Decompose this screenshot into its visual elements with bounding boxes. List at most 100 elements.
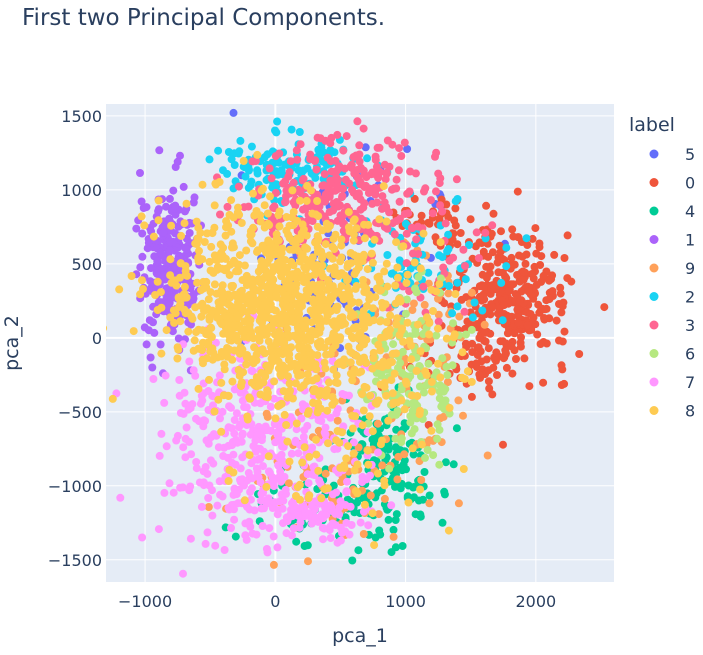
data-point [370,541,379,550]
data-point [224,330,233,339]
data-point [313,305,321,314]
data-point [528,234,537,243]
data-point [189,290,198,299]
data-point [521,259,530,268]
data-point [153,277,162,286]
data-point [277,166,286,175]
x-axis-title: pca_1 [332,625,388,647]
data-point [557,361,566,370]
data-point [229,450,238,459]
data-point [463,317,472,326]
data-point [274,350,283,358]
data-point [443,371,452,379]
data-point [279,179,288,188]
data-point [238,453,247,462]
data-point [346,369,355,378]
data-point [349,236,358,245]
data-point [220,360,229,369]
data-point [242,535,251,544]
data-point [296,188,305,197]
data-point [259,462,267,471]
data-point [215,477,224,486]
data-point [289,331,298,340]
data-point [425,491,434,500]
data-point [287,257,296,266]
legend-marker [649,178,659,187]
data-point [166,313,175,322]
data-point [485,384,494,393]
data-point [149,375,158,383]
data-point [213,313,222,322]
data-point [185,486,194,495]
data-point [431,152,439,161]
data-point [162,202,170,211]
data-point [201,539,210,548]
data-point [233,302,241,311]
data-point [313,243,322,252]
data-point [445,282,453,290]
data-point [229,108,238,117]
data-point [373,273,382,282]
data-point [391,434,400,443]
data-point [313,197,322,205]
data-point [328,242,337,251]
data-point [466,215,475,224]
data-point [438,207,447,216]
data-point [348,376,357,385]
data-point [317,268,326,277]
legend-item: 1 [649,231,695,250]
data-point [373,284,381,293]
data-point [389,532,398,541]
data-point [146,353,155,362]
data-point [237,382,245,390]
data-point [425,219,434,228]
data-point [227,196,236,205]
data-point [267,324,276,333]
legend-item: 0 [649,174,695,193]
y-tick-label: −1500 [48,551,102,570]
data-point [262,545,271,553]
data-point [427,426,436,435]
data-point [344,260,352,268]
data-point [326,139,335,148]
data-point [316,479,325,488]
data-point [199,277,208,286]
data-point [247,329,256,338]
data-point [216,210,224,219]
data-point [354,443,363,452]
data-point [127,272,136,280]
data-point [368,364,377,373]
data-point [198,180,207,189]
data-point [203,528,212,537]
data-point [463,367,472,376]
data-point [271,189,280,197]
data-point [395,214,404,223]
data-point [382,217,391,226]
data-point [307,186,315,195]
data-point [559,298,568,307]
data-point [325,208,334,216]
data-point [438,354,447,363]
data-point [138,229,147,238]
data-point [285,234,294,243]
data-point [420,187,428,196]
data-point [225,210,234,219]
data-point [436,381,445,390]
data-point [497,278,506,287]
data-point [344,223,353,232]
data-point [320,524,329,533]
data-point [255,381,264,390]
data-point [269,532,278,541]
data-point [283,348,292,357]
data-point [557,308,566,317]
data-point [403,145,412,153]
data-point [461,262,469,270]
data-point [240,163,249,172]
data-point [319,535,327,544]
data-point [179,569,187,578]
data-point [348,424,357,433]
data-point [339,295,348,304]
data-point [321,430,330,439]
data-point [337,214,346,223]
data-point [475,238,484,247]
